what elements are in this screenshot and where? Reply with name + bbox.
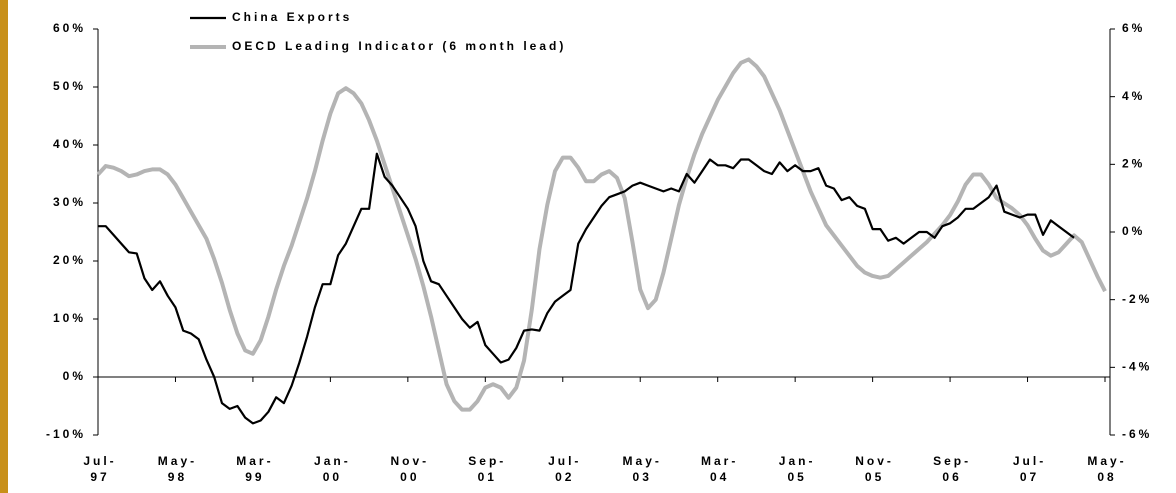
y2-tick-label: -4% — [1122, 360, 1152, 374]
series-line — [96, 57, 1107, 412]
x-tick-label: Jul-07 — [1013, 454, 1046, 484]
side-strip — [0, 0, 8, 493]
x-tick-label: Sep-06 — [933, 454, 971, 484]
x-tick-label: Nov-00 — [391, 454, 430, 484]
x-tick-label: May-98 — [158, 454, 197, 484]
y-tick-label: 40% — [53, 137, 86, 151]
y-tick-label: -10% — [46, 427, 86, 441]
y-tick-label: 10% — [53, 311, 86, 325]
x-tick-label: Jul-02 — [548, 454, 581, 484]
x-tick-label: Mar-04 — [701, 454, 738, 484]
y-tick-label: 60% — [53, 21, 86, 35]
x-tick-label: Mar-99 — [236, 454, 273, 484]
y2-tick-label: -6% — [1122, 427, 1152, 441]
y-tick-label: 0% — [63, 369, 86, 383]
x-tick-label: Sep-01 — [468, 454, 506, 484]
x-tick-label: Jan-00 — [314, 454, 351, 484]
y2-tick-label: 4% — [1122, 89, 1145, 103]
y2-tick-label: -2% — [1122, 292, 1152, 306]
series-line — [98, 152, 1075, 425]
y-tick-label: 30% — [53, 195, 86, 209]
y2-tick-label: 2% — [1122, 157, 1145, 171]
legend-label: China Exports — [232, 10, 352, 24]
y2-tick-label: 6% — [1122, 21, 1145, 35]
legend-label: OECD Leading Indicator (6 month lead) — [232, 39, 566, 53]
x-tick-label: Jul-97 — [83, 454, 116, 484]
x-tick-label: Jan-05 — [779, 454, 816, 484]
y-tick-label: 50% — [53, 79, 86, 93]
y-tick-label: 20% — [53, 253, 86, 267]
x-tick-label: May-03 — [623, 454, 662, 484]
y2-tick-label: 0% — [1122, 224, 1145, 238]
x-tick-label: Nov-05 — [855, 454, 894, 484]
x-tick-label: May-08 — [1087, 454, 1126, 484]
